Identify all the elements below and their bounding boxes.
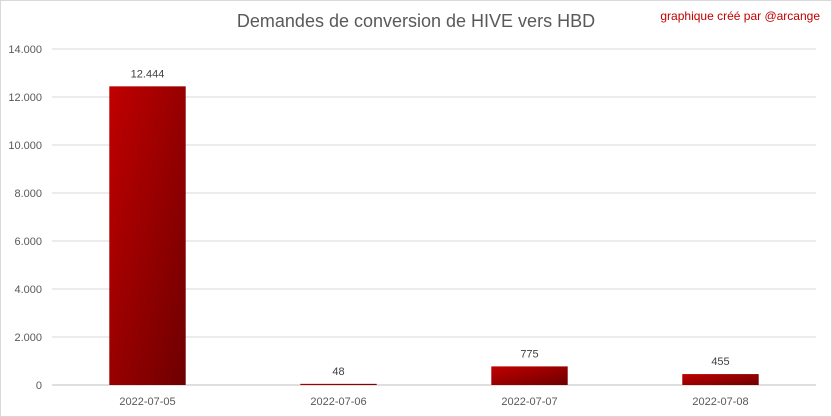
y-axis-labels: 0 2.000 4.000 6.000 8.000 10.000 12.000 14.000	[8, 44, 42, 392]
x-tick-label: 2022-07-05	[119, 396, 175, 408]
x-tick-label: 2022-07-08	[692, 396, 748, 408]
x-tick-label: 2022-07-06	[310, 396, 366, 408]
chart-title: Demandes de conversion de HIVE vers HBD	[236, 11, 596, 31]
y-tick-label: 12.000	[8, 92, 42, 104]
data-labels: 12.444 48 775 455	[131, 68, 730, 378]
x-axis-labels: 2022-07-05 2022-07-06 2022-07-07 2022-07-08	[119, 396, 748, 408]
x-tick-label: 2022-07-07	[501, 396, 557, 408]
y-tick-label: 4.000	[14, 284, 42, 296]
y-tick-label: 6.000	[14, 236, 42, 248]
data-label: 775	[520, 348, 538, 360]
y-tick-label: 8.000	[14, 188, 42, 200]
bar-2022-07-07	[491, 366, 568, 385]
y-tick-label: 14.000	[8, 44, 42, 56]
y-tick-label: 10.000	[8, 140, 42, 152]
bars	[109, 86, 759, 386]
y-tick-label: 0	[36, 380, 42, 392]
data-label: 48	[332, 366, 344, 378]
bar-2022-07-06	[300, 383, 377, 385]
data-label: 455	[711, 356, 729, 368]
chart-credit: graphique créé par @arcange	[660, 9, 820, 23]
y-tick-label: 2.000	[14, 332, 42, 344]
bar-2022-07-05	[109, 86, 186, 386]
bar-2022-07-08	[682, 374, 759, 385]
data-label: 12.444	[131, 68, 165, 80]
